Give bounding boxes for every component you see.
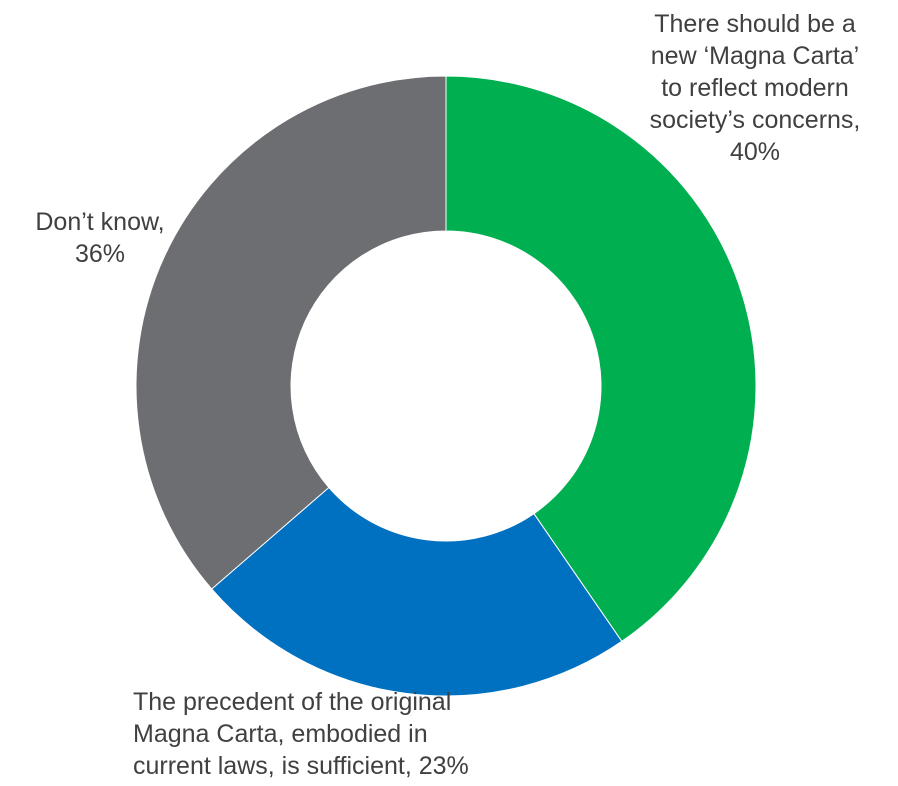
slice-label-new-magna-carta: There should be a new ‘Magna Carta’ to r… [620, 8, 890, 168]
slice-label-line: 36% [74, 240, 126, 268]
slice-label-line: 40% [729, 138, 781, 166]
slice-label-line: The precedent of the original [133, 688, 452, 716]
slice-label-line: Don’t know, [35, 208, 165, 236]
slice-label-line: to reflect modern [661, 74, 849, 102]
slice-label-line: current laws, is sufficient, 23% [133, 752, 469, 780]
slice-label-original-sufficient: The precedent of the original Magna Cart… [133, 686, 513, 782]
slice-original-sufficient [211, 486, 623, 697]
slice-dont-know [135, 75, 447, 590]
slice-label-line: new ‘Magna Carta’ [650, 42, 860, 70]
slice-label-dont-know: Don’t know, 36% [10, 206, 190, 270]
slice-label-line: society’s concerns, [649, 106, 861, 134]
slice-label-line: Magna Carta, embodied in [133, 720, 428, 748]
slice-new-magna-carta [445, 75, 757, 643]
slice-label-line: There should be a [654, 10, 856, 38]
